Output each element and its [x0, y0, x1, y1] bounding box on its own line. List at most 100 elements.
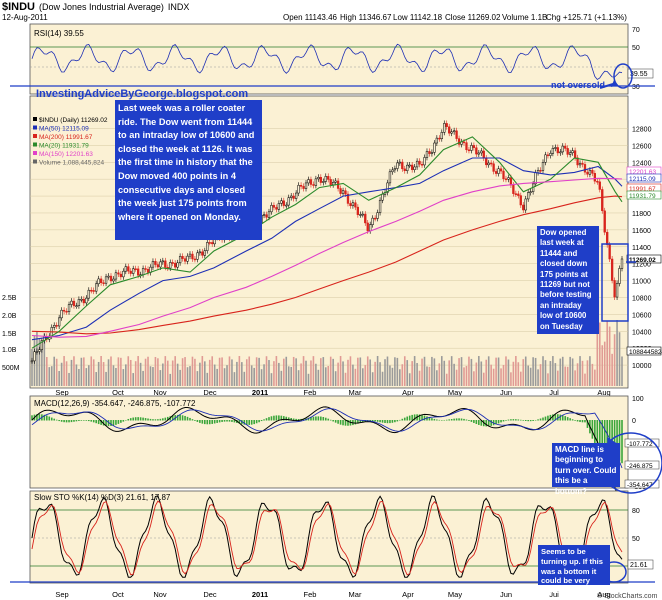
- macd-histogram-bar: [100, 420, 102, 425]
- volume-bar: [532, 357, 534, 386]
- volume-bar: [282, 358, 285, 386]
- macd-histogram-bar: [515, 419, 517, 421]
- volume-bar: [616, 320, 618, 386]
- candle: [497, 168, 500, 174]
- volume-bar: [517, 362, 520, 386]
- candle: [85, 297, 88, 304]
- macd-histogram-bar: [255, 420, 258, 424]
- macd-histogram-bar: [245, 420, 248, 425]
- volume-bar: [228, 356, 231, 386]
- month-label: Apr: [402, 590, 414, 599]
- macd-histogram-bar: [189, 417, 191, 421]
- macd-histogram-bar: [290, 418, 293, 421]
- volume-tick: 500M: [2, 365, 20, 372]
- macd-histogram-bar: [490, 420, 492, 426]
- macd-histogram-bar: [250, 420, 253, 425]
- volume-bar: [268, 360, 270, 386]
- macd-histogram-bar: [142, 417, 144, 421]
- legend-entry: MA(200) 11991.67: [39, 134, 93, 141]
- macd-histogram-bar: [381, 420, 384, 423]
- candle: [193, 258, 197, 261]
- candle: [156, 264, 160, 268]
- volume-bar: [320, 358, 322, 386]
- volume-bar: [512, 361, 515, 386]
- candle: [270, 205, 273, 213]
- candle: [388, 171, 392, 184]
- month-label: Sep: [55, 590, 68, 599]
- month-label: Dec: [203, 590, 217, 599]
- volume-bar: [83, 357, 85, 386]
- macd-histogram-bar: [95, 420, 97, 424]
- series-line-ma-20-: [31, 136, 623, 349]
- legend-entry: MA(50) 12115.09: [39, 126, 89, 133]
- candle: [598, 181, 601, 190]
- candle: [183, 258, 187, 262]
- volume-bar: [527, 365, 529, 386]
- volume-bar: [579, 356, 581, 386]
- ohlc-high: High 11346.67: [340, 13, 392, 22]
- macd-histogram-bar: [31, 415, 33, 421]
- macd-histogram-bar: [307, 417, 310, 421]
- macd-histogram-bar: [268, 417, 270, 421]
- ohlc-low: Low 11142.18: [393, 13, 443, 22]
- legend-swatch: [33, 134, 37, 138]
- month-label: Jun: [500, 388, 512, 397]
- macd-histogram-bar: [458, 418, 460, 421]
- macd-histogram-bar: [455, 418, 458, 421]
- candle: [524, 198, 527, 211]
- volume-bar: [473, 371, 475, 386]
- macd-histogram-bar: [194, 420, 196, 421]
- volume-bar: [139, 362, 142, 386]
- volume-bar: [347, 359, 349, 386]
- volume-bar: [557, 370, 559, 386]
- macd-histogram-bar: [201, 420, 204, 424]
- volume-bar: [315, 363, 317, 386]
- candle: [104, 276, 108, 284]
- price-tick: 12400: [632, 160, 652, 167]
- macd-histogram-bar: [324, 417, 327, 421]
- month-label: Jul: [549, 590, 559, 599]
- macd-histogram-bar: [539, 418, 542, 421]
- volume-bar: [78, 368, 80, 386]
- macd-histogram-bar: [292, 418, 295, 421]
- volume-bar: [312, 356, 315, 386]
- candle: [208, 242, 211, 244]
- volume-bar: [576, 363, 579, 386]
- candle: [127, 266, 130, 272]
- volume-bar: [260, 369, 263, 386]
- volume-bar: [384, 359, 386, 386]
- candle: [40, 340, 44, 350]
- candle: [201, 251, 204, 256]
- volume-bar: [455, 369, 458, 386]
- macd-histogram-bar: [475, 420, 478, 425]
- volume-tick: 1.5B: [2, 331, 17, 338]
- month-label: Dec: [203, 388, 217, 397]
- volume-bar: [46, 357, 48, 386]
- volume-bar: [60, 362, 63, 386]
- macd-histogram-bar: [460, 418, 463, 421]
- volume-bar: [549, 361, 552, 386]
- volume-bar: [505, 356, 507, 386]
- legend-swatch: [33, 142, 37, 147]
- volume-bar: [48, 367, 51, 386]
- month-label: Feb: [304, 388, 317, 397]
- macd-histogram-bar: [379, 420, 381, 423]
- candle: [613, 280, 616, 298]
- volume-bar: [231, 359, 233, 386]
- macd-histogram-bar: [510, 419, 512, 421]
- volume-bar: [248, 356, 251, 386]
- volume-bar: [127, 356, 130, 386]
- volume-bar: [290, 366, 293, 386]
- candle: [171, 262, 174, 264]
- volume-tick: 2.5B: [2, 295, 17, 302]
- macd-histogram-bar: [147, 418, 149, 421]
- volume-bar: [450, 356, 453, 386]
- volume-bar: [418, 370, 421, 386]
- macd-histogram-bar: [463, 418, 465, 421]
- macd-histogram-bar: [497, 420, 500, 424]
- candle: [317, 177, 320, 180]
- volume-bar: [396, 357, 399, 386]
- volume-bar: [586, 360, 589, 386]
- volume-bar: [255, 357, 258, 386]
- macd-histogram-bar: [127, 418, 130, 421]
